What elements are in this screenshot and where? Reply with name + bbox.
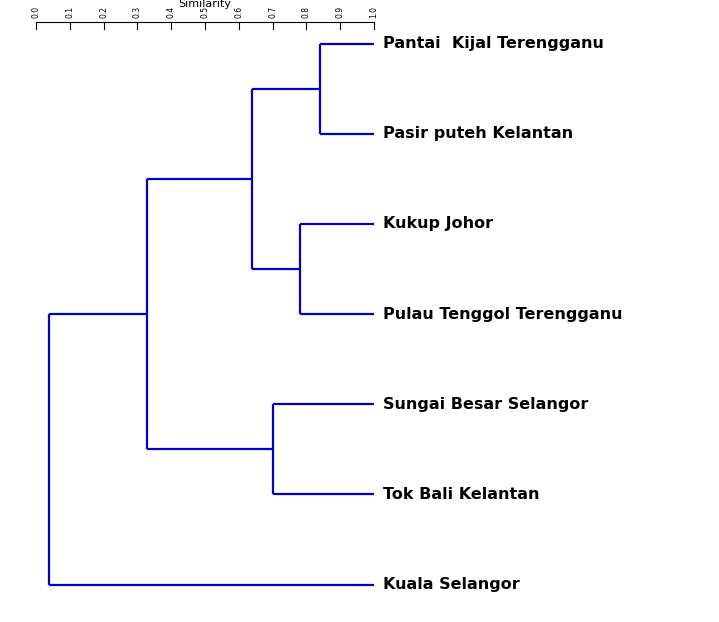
Text: 0.6: 0.6 (234, 6, 243, 18)
Text: Sungai Besar Selangor: Sungai Besar Selangor (383, 397, 588, 412)
Text: Pantai  Kijal Terengganu: Pantai Kijal Terengganu (383, 36, 603, 51)
Text: Kuala Selangor: Kuala Selangor (383, 577, 519, 592)
Text: Similarity: Similarity (178, 0, 232, 9)
Text: 0.5: 0.5 (201, 6, 209, 18)
Text: Tok Bali Kelantan: Tok Bali Kelantan (383, 487, 539, 502)
Text: 0.7: 0.7 (268, 6, 277, 18)
Text: 0.3: 0.3 (133, 6, 142, 18)
Text: 0.0: 0.0 (32, 6, 40, 18)
Text: Pulau Tenggol Terengganu: Pulau Tenggol Terengganu (383, 307, 622, 322)
Text: Pasir puteh Kelantan: Pasir puteh Kelantan (383, 126, 572, 141)
Text: 0.2: 0.2 (99, 6, 108, 18)
Text: 0.9: 0.9 (336, 6, 344, 18)
Text: Kukup Johor: Kukup Johor (383, 216, 493, 231)
Text: 1.0: 1.0 (370, 6, 378, 18)
Text: 0.4: 0.4 (167, 6, 175, 18)
Text: 0.8: 0.8 (302, 6, 311, 18)
Text: 0.1: 0.1 (65, 6, 74, 18)
